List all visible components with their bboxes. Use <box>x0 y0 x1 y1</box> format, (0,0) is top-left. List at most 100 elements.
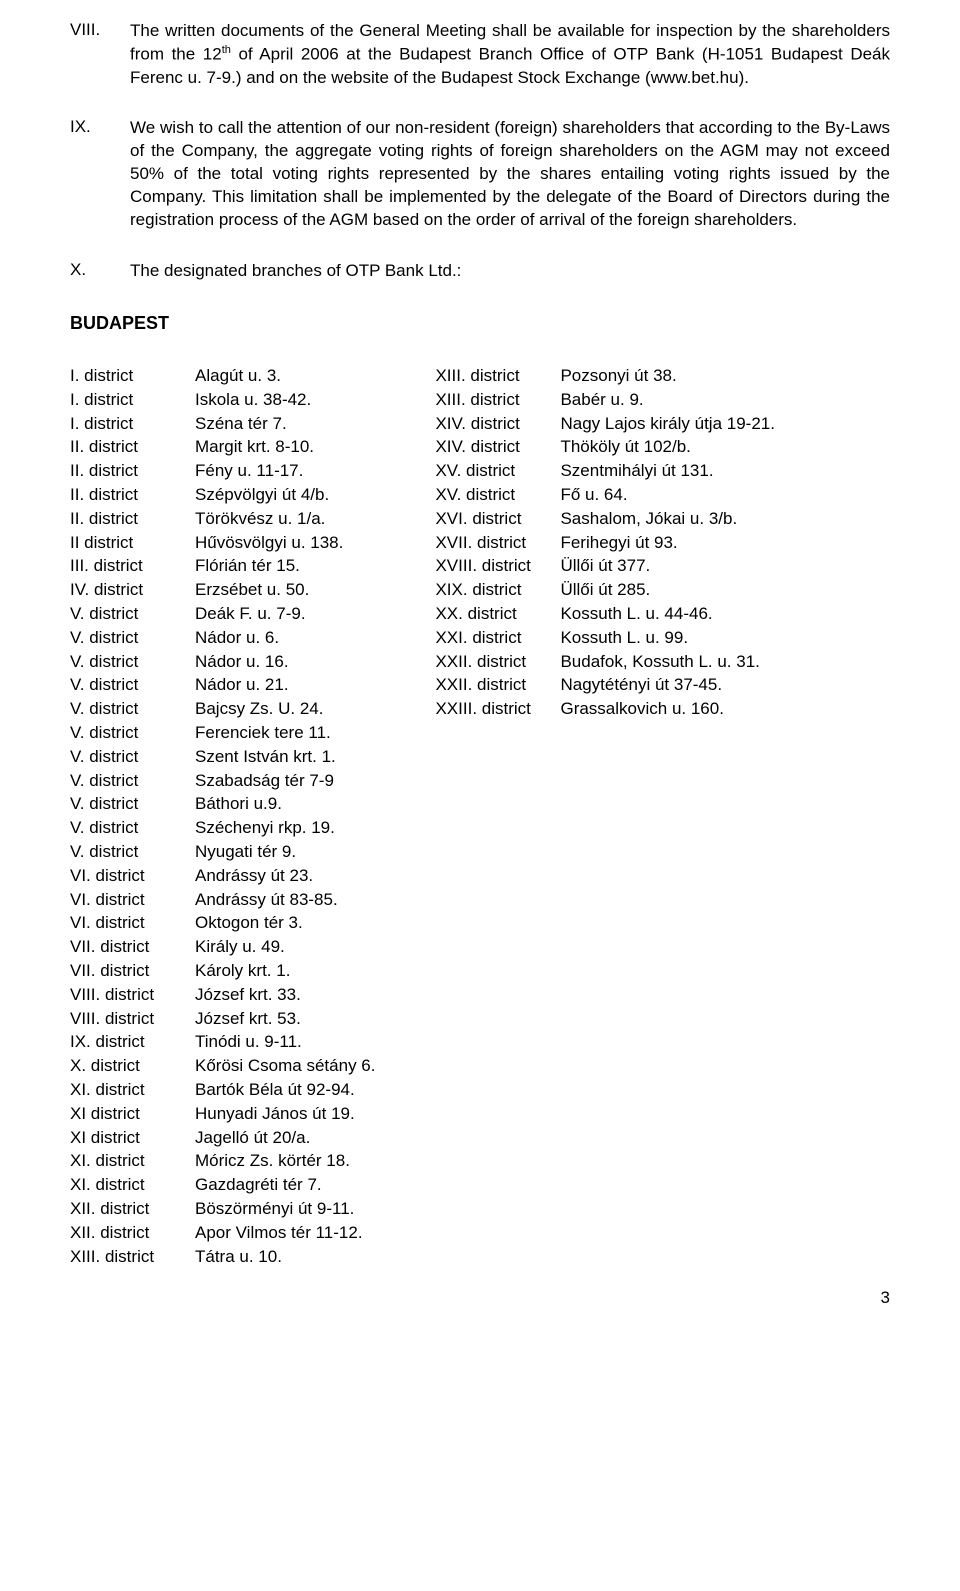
branch-row: XXII. districtNagytétényi út 37-45. <box>435 673 775 697</box>
branch-row: V. districtSzent István krt. 1. <box>70 745 375 769</box>
branch-address: Flórián tér 15. <box>195 554 375 578</box>
branch-address: Hűvösvölgyi u. 138. <box>195 531 375 555</box>
branch-row: II. districtMargit krt. 8-10. <box>70 435 375 459</box>
branch-row: VII. districtKirály u. 49. <box>70 935 375 959</box>
district-label: II. district <box>70 507 195 531</box>
branch-address: Grassalkovich u. 160. <box>560 697 775 721</box>
branch-row: XIV. districtNagy Lajos király útja 19-2… <box>435 412 775 436</box>
district-label: II district <box>70 531 195 555</box>
branch-row: V. districtBáthori u.9. <box>70 792 375 816</box>
branch-row: XVIII. districtÜllői út 377. <box>435 554 775 578</box>
district-label: VI. district <box>70 888 195 912</box>
branch-row: V. districtDeák F. u. 7-9. <box>70 602 375 626</box>
district-label: II. district <box>70 435 195 459</box>
district-label: IV. district <box>70 578 195 602</box>
branch-row: V. districtFerenciek tere 11. <box>70 721 375 745</box>
district-label: V. district <box>70 650 195 674</box>
branch-row: XX. districtKossuth L. u. 44-46. <box>435 602 775 626</box>
branch-row: XII. districtBöszörményi út 9-11. <box>70 1197 375 1221</box>
branch-address: Báthori u.9. <box>195 792 375 816</box>
branch-row: XI. districtGazdagréti tér 7. <box>70 1173 375 1197</box>
branch-address: Üllői út 285. <box>560 578 775 602</box>
branch-address: Tinódi u. 9-11. <box>195 1030 375 1054</box>
branch-address: József krt. 53. <box>195 1007 375 1031</box>
branch-row: V. districtNádor u. 6. <box>70 626 375 650</box>
branch-row: II. districtSzépvölgyi út 4/b. <box>70 483 375 507</box>
branch-row: XI districtHunyadi János út 19. <box>70 1102 375 1126</box>
branch-address: Bartók Béla út 92-94. <box>195 1078 375 1102</box>
branch-address: Móricz Zs. körtér 18. <box>195 1149 375 1173</box>
branch-address: Üllői út 377. <box>560 554 775 578</box>
district-label: V. district <box>70 673 195 697</box>
branch-address: Pozsonyi út 38. <box>560 364 775 388</box>
section-numeral: VIII. <box>70 20 130 89</box>
page-number: 3 <box>70 1288 890 1308</box>
district-label: II. district <box>70 483 195 507</box>
district-label: XVIII. district <box>435 554 560 578</box>
branch-address: Törökvész u. 1/a. <box>195 507 375 531</box>
branch-row: V. districtNádor u. 16. <box>70 650 375 674</box>
branch-address: Budafok, Kossuth L. u. 31. <box>560 650 775 674</box>
branch-address: Szentmihályi út 131. <box>560 459 775 483</box>
branch-address: Kossuth L. u. 99. <box>560 626 775 650</box>
district-label: XI. district <box>70 1149 195 1173</box>
branch-row: VIII. districtJózsef krt. 53. <box>70 1007 375 1031</box>
district-label: XIV. district <box>435 435 560 459</box>
branch-address: Nyugati tér 9. <box>195 840 375 864</box>
branch-address: Deák F. u. 7-9. <box>195 602 375 626</box>
branch-row: V. districtNádor u. 21. <box>70 673 375 697</box>
section-IX: IX.We wish to call the attention of our … <box>70 117 890 232</box>
branch-address: Ferihegyi út 93. <box>560 531 775 555</box>
branch-address: Gazdagréti tér 7. <box>195 1173 375 1197</box>
branch-row: VI. districtAndrássy út 83-85. <box>70 888 375 912</box>
district-label: XIX. district <box>435 578 560 602</box>
branch-address: Bajcsy Zs. U. 24. <box>195 697 375 721</box>
district-label: XIII. district <box>435 364 560 388</box>
district-label: I. district <box>70 364 195 388</box>
district-label: XV. district <box>435 459 560 483</box>
branch-column-right: XIII. districtPozsonyi út 38.XIII. distr… <box>435 364 775 1268</box>
branch-address: Babér u. 9. <box>560 388 775 412</box>
district-label: XXII. district <box>435 673 560 697</box>
branch-address: Fő u. 64. <box>560 483 775 507</box>
branch-address: Oktogon tér 3. <box>195 911 375 935</box>
branch-row: VII. districtKároly krt. 1. <box>70 959 375 983</box>
branch-row: XIII. districtBabér u. 9. <box>435 388 775 412</box>
branch-address: Jagelló út 20/a. <box>195 1126 375 1150</box>
branch-row: XXI. districtKossuth L. u. 99. <box>435 626 775 650</box>
branch-row: I. districtAlagút u. 3. <box>70 364 375 388</box>
branch-address: Szépvölgyi út 4/b. <box>195 483 375 507</box>
branch-row: XV. districtFő u. 64. <box>435 483 775 507</box>
district-label: XIII. district <box>70 1245 195 1269</box>
branch-row: XXIII. districtGrassalkovich u. 160. <box>435 697 775 721</box>
district-label: XI. district <box>70 1078 195 1102</box>
branch-address: Nagytétényi út 37-45. <box>560 673 775 697</box>
branch-row: XI districtJagelló út 20/a. <box>70 1126 375 1150</box>
branch-row: VIII. districtJózsef krt. 33. <box>70 983 375 1007</box>
branch-row: XIII. districtTátra u. 10. <box>70 1245 375 1269</box>
branch-row: XI. districtMóricz Zs. körtér 18. <box>70 1149 375 1173</box>
district-label: V. district <box>70 769 195 793</box>
district-label: XI district <box>70 1126 195 1150</box>
district-label: III. district <box>70 554 195 578</box>
branch-row: X. districtKőrösi Csoma sétány 6. <box>70 1054 375 1078</box>
branch-address: József krt. 33. <box>195 983 375 1007</box>
branch-row: XVII. districtFerihegyi út 93. <box>435 531 775 555</box>
branch-address: Széchenyi rkp. 19. <box>195 816 375 840</box>
branch-address: Andrássy út 23. <box>195 864 375 888</box>
section-body: The designated branches of OTP Bank Ltd.… <box>130 260 890 283</box>
branch-row: IV. districtErzsébet u. 50. <box>70 578 375 602</box>
branch-address: Hunyadi János út 19. <box>195 1102 375 1126</box>
branch-row: IX. districtTinódi u. 9-11. <box>70 1030 375 1054</box>
branch-row: V. districtBajcsy Zs. U. 24. <box>70 697 375 721</box>
district-label: VII. district <box>70 935 195 959</box>
numbered-sections: VIII.The written documents of the Genera… <box>70 20 890 283</box>
branch-address: Ferenciek tere 11. <box>195 721 375 745</box>
branch-address: Iskola u. 38-42. <box>195 388 375 412</box>
branch-address: Nagy Lajos király útja 19-21. <box>560 412 775 436</box>
district-label: XI. district <box>70 1173 195 1197</box>
district-label: XVI. district <box>435 507 560 531</box>
branch-columns: I. districtAlagút u. 3.I. districtIskola… <box>70 364 890 1268</box>
branch-address: Tátra u. 10. <box>195 1245 375 1269</box>
district-label: V. district <box>70 697 195 721</box>
